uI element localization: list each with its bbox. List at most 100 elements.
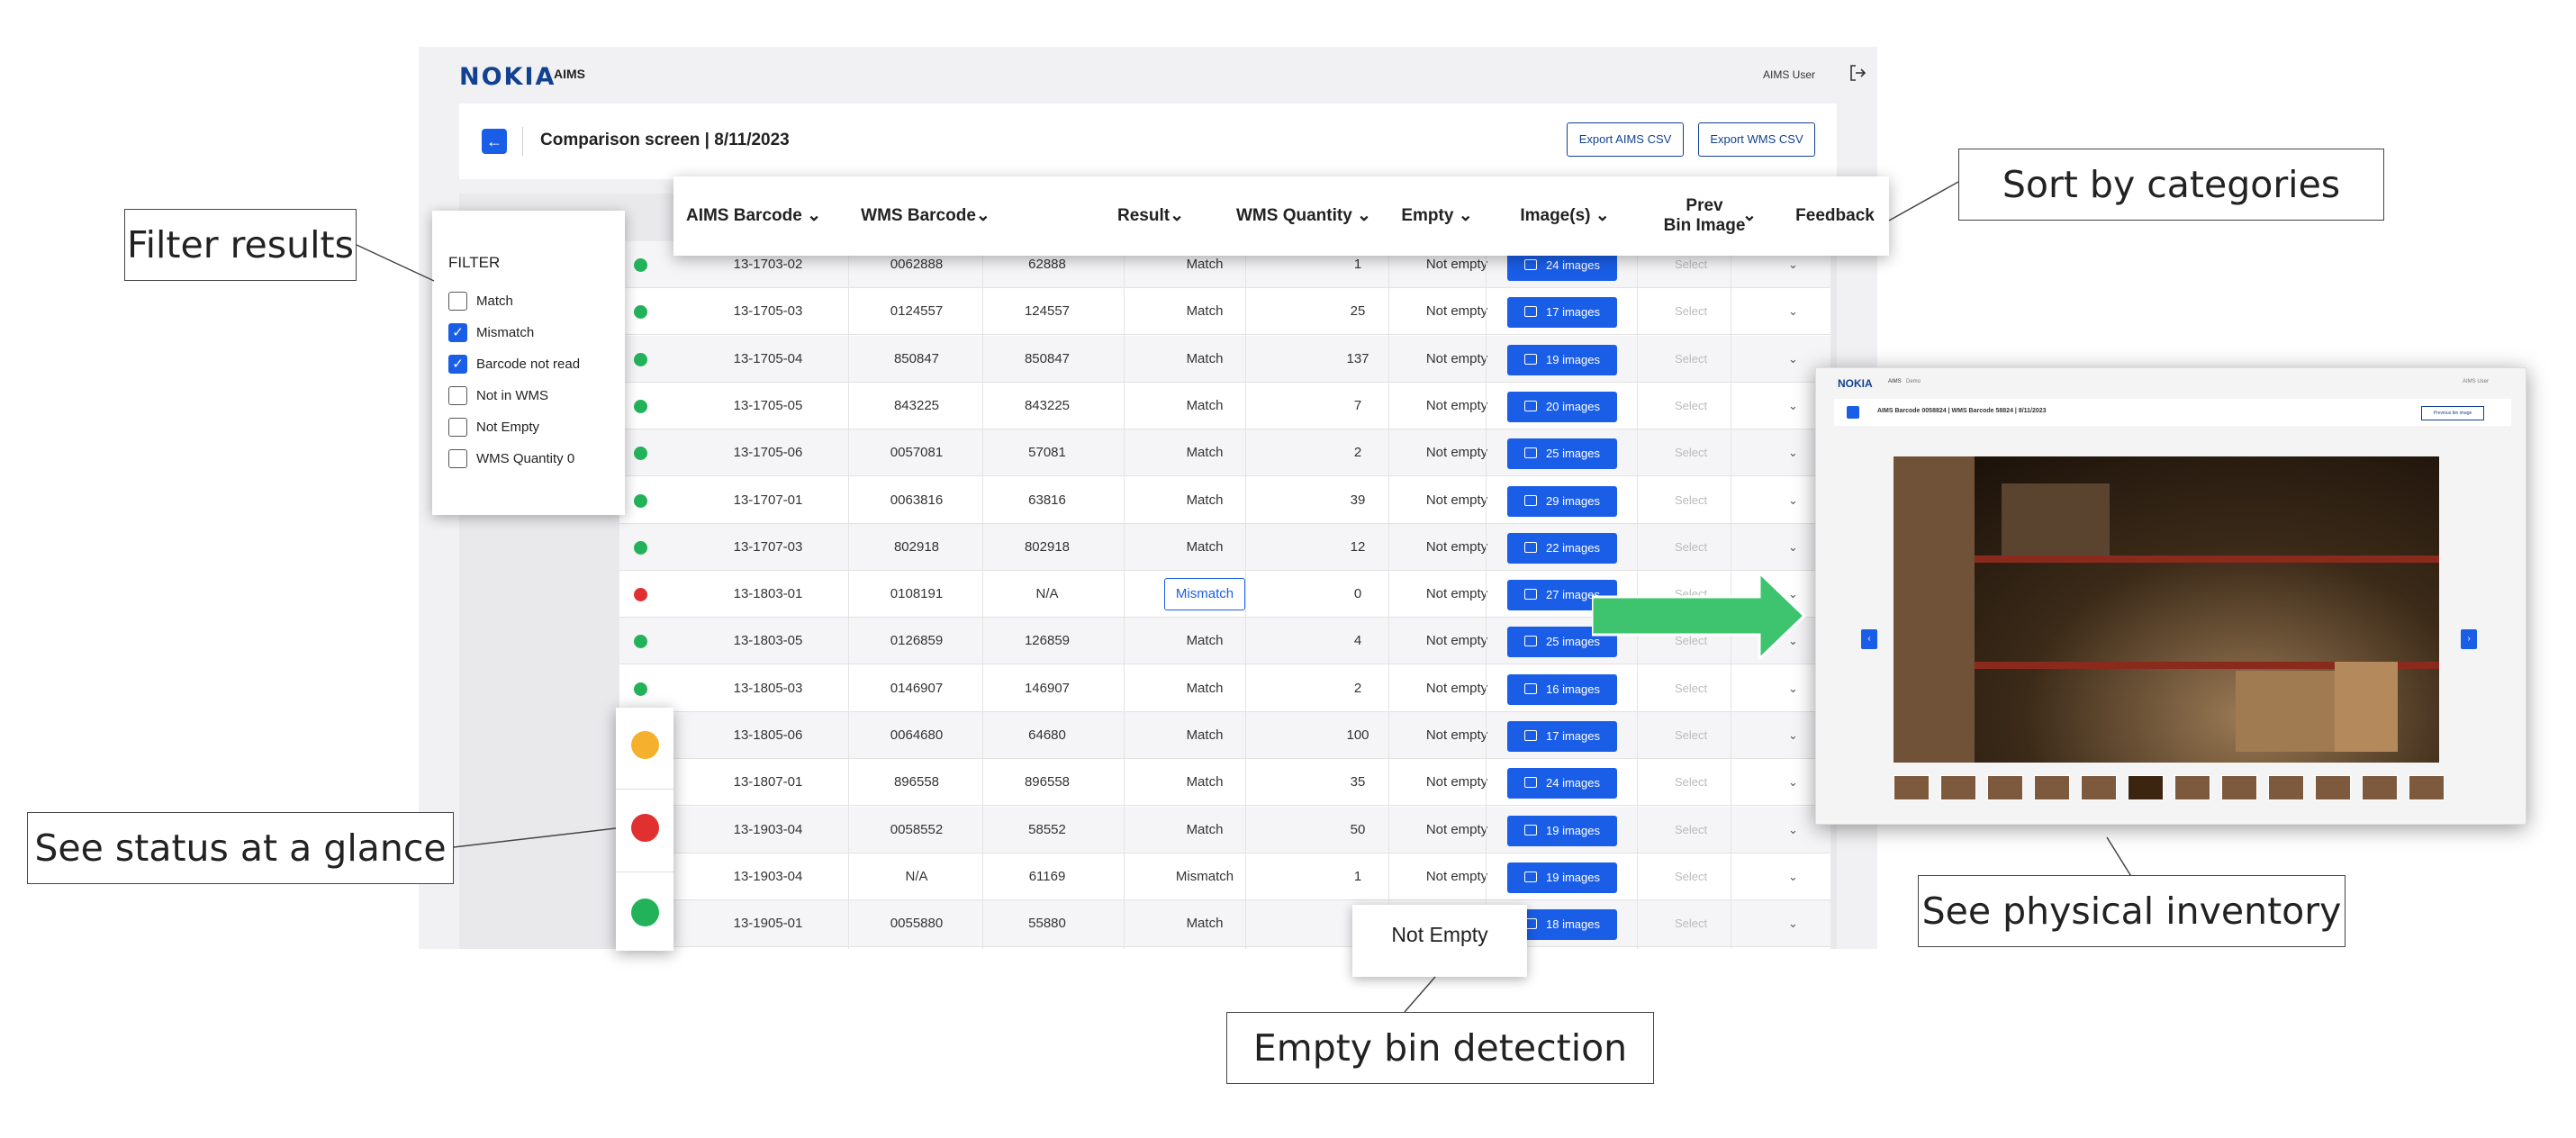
view-images-button[interactable]: 19 images — [1507, 862, 1617, 893]
sort-wms-barcode[interactable]: WMS Barcode ⌄ — [861, 206, 990, 225]
feedback-select[interactable]: Select — [1675, 869, 1708, 883]
image-thumbnail[interactable] — [2128, 775, 2164, 800]
filter-checkbox[interactable] — [448, 292, 467, 311]
table-row[interactable]: 13-1705-04 850847 850847 Match 137 Not empty 1… — [619, 335, 1830, 383]
chevron-down-icon[interactable]: ⌄ — [1788, 446, 1798, 460]
feedback-select[interactable]: Select — [1675, 398, 1708, 412]
view-images-button[interactable]: 24 images — [1507, 768, 1617, 799]
filter-checkbox[interactable]: ✓ — [448, 323, 467, 342]
sort-wms-quantity[interactable]: WMS Quantity ⌄ — [1236, 206, 1371, 225]
filter-checkbox[interactable] — [448, 386, 467, 405]
feedback-select[interactable]: Select — [1675, 351, 1708, 366]
empty-cell: Not empty — [1425, 680, 1488, 696]
chevron-down-icon[interactable]: ⌄ — [1788, 304, 1798, 319]
sort-aims-barcode[interactable]: AIMS Barcode ⌄ — [685, 206, 821, 225]
chevron-down-icon[interactable]: ⌄ — [1788, 822, 1798, 836]
image-icon — [1524, 447, 1537, 459]
column-divider — [848, 248, 849, 949]
filter-checkbox[interactable]: ✓ — [448, 355, 467, 374]
view-images-button[interactable]: 20 images — [1507, 391, 1617, 422]
view-images-button[interactable]: 17 images — [1507, 721, 1617, 752]
image-icon — [1524, 777, 1537, 789]
view-images-button[interactable]: 22 images — [1507, 532, 1617, 564]
chevron-down-icon[interactable]: ⌄ — [1788, 539, 1798, 554]
filter-option[interactable]: Not Empty — [448, 418, 539, 437]
feedback-select[interactable]: Select — [1675, 728, 1708, 742]
feedback-select[interactable]: Select — [1675, 539, 1708, 554]
view-images-button[interactable]: 17 images — [1507, 297, 1617, 329]
feedback-select[interactable]: Select — [1675, 681, 1708, 695]
table-row[interactable]: 13-1707-01 0063816 63816 Match 39 Not empty 29… — [619, 477, 1830, 524]
image-thumbnail[interactable] — [2315, 775, 2351, 800]
chevron-down-icon[interactable]: ⌄ — [1742, 206, 1757, 225]
mismatch-button[interactable]: Mismatch — [1163, 578, 1246, 611]
table-row[interactable]: 13-1803-01 0108191 N/A Mismatch 0 Not empty 27… — [619, 571, 1830, 619]
feedback-select[interactable]: Select — [1675, 492, 1708, 507]
table-row[interactable]: 13-1903-04 0058552 58552 Match 50 Not empty 19… — [619, 806, 1830, 854]
table-row[interactable]: 13-1805-06 0064680 64680 Match 100 Not empty 1… — [619, 712, 1830, 759]
image-thumbnail[interactable] — [2409, 775, 2445, 800]
feedback-select[interactable]: Select — [1675, 634, 1708, 648]
filter-option[interactable]: ✓ Mismatch — [448, 323, 534, 342]
logout-icon[interactable] — [1848, 63, 1867, 83]
wms-cell: 146907 — [1024, 680, 1071, 696]
feedback-select[interactable]: Select — [1675, 917, 1708, 931]
image-thumbnail[interactable] — [2221, 775, 2257, 800]
image-thumbnail[interactable] — [1987, 775, 2023, 800]
feedback-select[interactable]: Select — [1675, 775, 1708, 790]
table-row[interactable]: 13-1807-01 896558 896558 Match 35 Not empty 24… — [619, 759, 1830, 807]
filter-option[interactable]: Not in WMS — [448, 386, 548, 405]
table-row[interactable]: 13-1707-03 802918 802918 Match 12 Not empty 22… — [619, 523, 1830, 571]
sort-prev-bin-image[interactable]: Prev Bin Image — [1663, 196, 1746, 235]
sort-images[interactable]: Image(s) ⌄ — [1520, 206, 1610, 225]
chevron-down-icon[interactable]: ⌄ — [1788, 351, 1798, 366]
chevron-down-icon[interactable]: ⌄ — [1788, 728, 1798, 742]
shelf-beam — [1894, 662, 2439, 669]
view-images-button[interactable]: 29 images — [1507, 485, 1617, 517]
image-thumbnail[interactable] — [2268, 775, 2304, 800]
panel-previous-image-button[interactable]: Previous bin image — [2421, 406, 2484, 420]
table-row[interactable]: 13-1705-06 0057081 57081 Match 2 Not empty 25 … — [619, 429, 1830, 477]
next-image-arrow[interactable]: › — [2461, 629, 2477, 649]
export-aims-csv-button[interactable]: Export AIMS CSV — [1567, 122, 1684, 157]
sort-result[interactable]: Result ⌄ — [1117, 206, 1184, 225]
chevron-down-icon[interactable]: ⌄ — [1788, 257, 1798, 271]
view-images-button[interactable]: 25 images — [1507, 627, 1617, 658]
feedback-select[interactable]: Select — [1675, 257, 1708, 271]
export-wms-csv-button[interactable]: Export WMS CSV — [1698, 122, 1815, 157]
view-images-button[interactable]: 19 images — [1507, 344, 1617, 375]
chevron-down-icon[interactable]: ⌄ — [1788, 681, 1798, 695]
previous-image-arrow[interactable]: ‹ — [1861, 629, 1877, 649]
chevron-down-icon[interactable]: ⌄ — [1788, 634, 1798, 648]
filter-checkbox[interactable] — [448, 449, 467, 468]
table-row[interactable]: 13-1805-03 0146907 146907 Match 2 Not empty 16… — [619, 665, 1830, 712]
chevron-down-icon[interactable]: ⌄ — [1788, 917, 1798, 931]
feedback-select[interactable]: Select — [1675, 446, 1708, 460]
image-thumbnail[interactable] — [1894, 775, 1930, 800]
image-thumbnail[interactable] — [1940, 775, 1976, 800]
filter-checkbox[interactable] — [448, 418, 467, 437]
filter-option[interactable]: WMS Quantity 0 — [448, 449, 574, 468]
chevron-down-icon[interactable]: ⌄ — [1788, 775, 1798, 790]
chevron-down-icon[interactable]: ⌄ — [1788, 587, 1798, 601]
view-images-button[interactable]: 19 images — [1507, 815, 1617, 846]
image-thumbnail[interactable] — [2362, 775, 2398, 800]
view-images-button[interactable]: 25 images — [1507, 438, 1617, 470]
chevron-down-icon[interactable]: ⌄ — [1788, 869, 1798, 883]
sort-feedback[interactable]: Feedback — [1795, 206, 1875, 225]
feedback-select[interactable]: Select — [1675, 822, 1708, 836]
panel-back-button[interactable] — [1847, 406, 1859, 419]
image-thumbnail[interactable] — [2034, 775, 2070, 800]
chevron-down-icon[interactable]: ⌄ — [1788, 492, 1798, 507]
table-row[interactable]: 13-1705-05 843225 843225 Match 7 Not empty 20 … — [619, 383, 1830, 429]
table-row[interactable]: 13-1705-03 0124557 124557 Match 25 Not empty 1… — [619, 288, 1830, 336]
filter-option[interactable]: Match — [448, 292, 513, 311]
sort-empty[interactable]: Empty ⌄ — [1401, 206, 1473, 225]
image-thumbnail[interactable] — [2081, 775, 2117, 800]
feedback-select[interactable]: Select — [1675, 304, 1708, 319]
filter-option[interactable]: ✓ Barcode not read — [448, 355, 580, 374]
back-button[interactable]: ← — [482, 129, 507, 154]
chevron-down-icon[interactable]: ⌄ — [1788, 398, 1798, 412]
image-thumbnail[interactable] — [2174, 775, 2210, 800]
view-images-button[interactable]: 16 images — [1507, 673, 1617, 705]
